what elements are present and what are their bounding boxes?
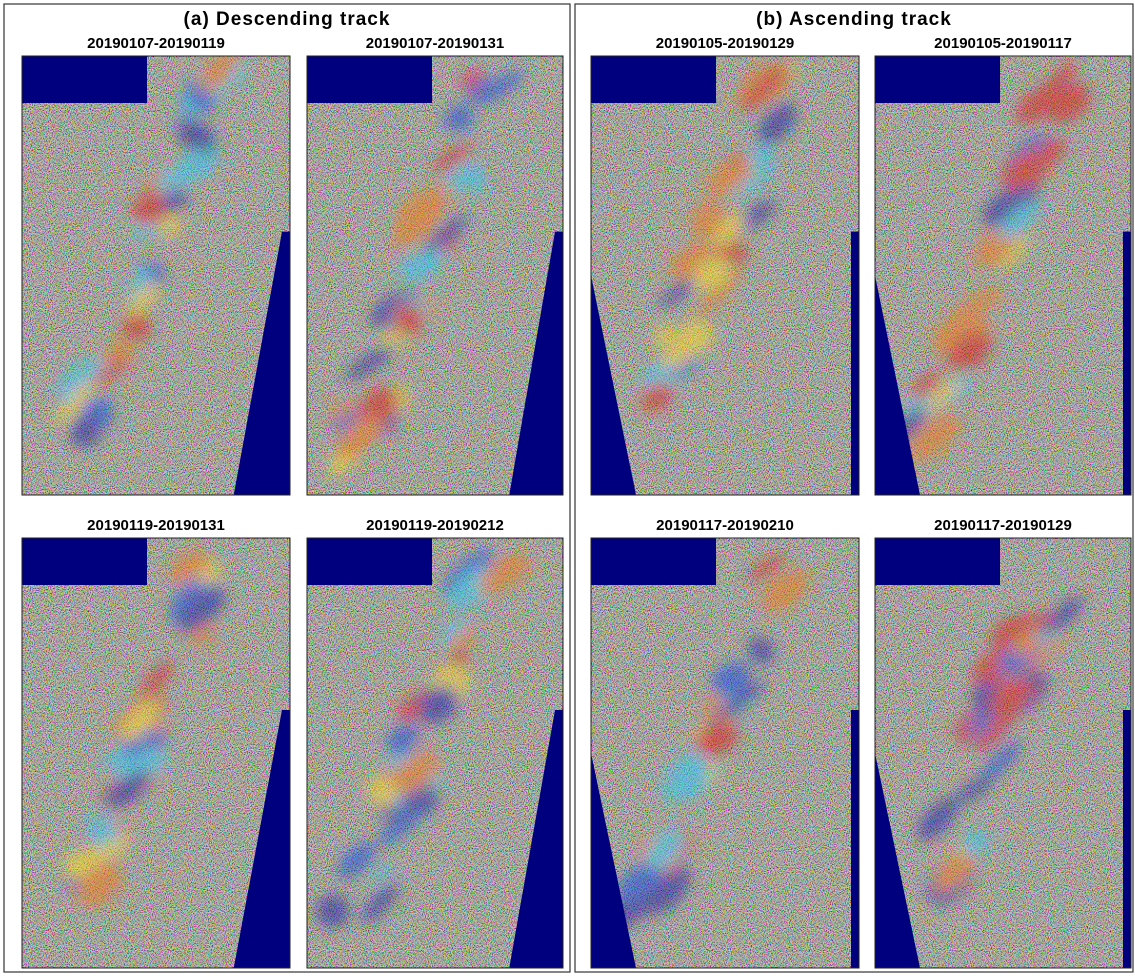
interferogram xyxy=(591,56,859,495)
image-label: 20190119-20190131 xyxy=(87,517,225,534)
mask-block xyxy=(851,710,859,968)
panel-title: (a) Descending track xyxy=(184,9,391,30)
interferogram xyxy=(875,538,1131,968)
image-label: 20190105-20190129 xyxy=(656,35,794,52)
mask-block xyxy=(307,538,432,585)
mask-block xyxy=(1123,232,1131,495)
interferogram xyxy=(307,538,563,968)
interferogram xyxy=(591,538,859,968)
noise-overlay xyxy=(875,538,1131,968)
panel-title: (b) Ascending track xyxy=(756,9,952,30)
mask-block xyxy=(22,538,147,585)
image-label: 20190117-20190129 xyxy=(934,517,1072,534)
mask-block xyxy=(591,538,716,585)
mask-block xyxy=(1123,710,1131,968)
interferogram xyxy=(22,43,290,495)
mask-block xyxy=(875,538,1000,585)
mask-block xyxy=(591,56,716,103)
figure-page: (a) Descending track 20190107-20190119 201… xyxy=(0,0,1135,976)
interferogram xyxy=(875,56,1131,495)
noise-overlay xyxy=(591,56,859,495)
noise-overlay xyxy=(875,56,1131,495)
mask-block xyxy=(22,56,147,103)
interferogram xyxy=(22,538,290,968)
image-label: 20190105-20190117 xyxy=(934,35,1072,52)
mask-block xyxy=(851,232,859,495)
noise-overlay xyxy=(591,538,859,968)
figure: (a) Descending track 20190107-20190119 201… xyxy=(0,0,1135,976)
image-label: 20190117-20190210 xyxy=(656,517,794,534)
image-label: 20190107-20190131 xyxy=(366,35,504,52)
image-label: 20190119-20190212 xyxy=(366,517,504,534)
image-label: 20190107-20190119 xyxy=(87,35,225,52)
mask-block xyxy=(875,56,1000,103)
mask-block xyxy=(307,56,432,103)
interferogram xyxy=(307,56,563,495)
